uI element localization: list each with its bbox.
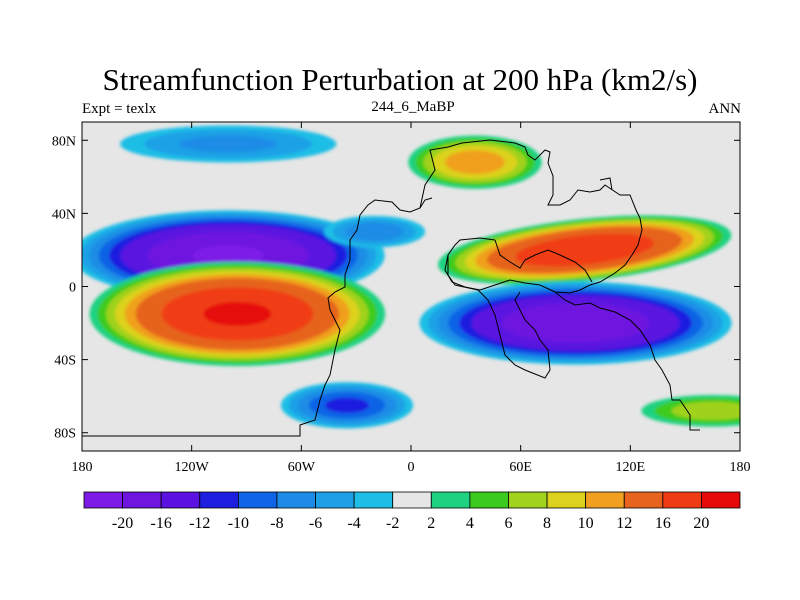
- colorbar-label: -8: [270, 515, 283, 532]
- x-tick-label: 180: [730, 460, 751, 475]
- coastline-layer: [82, 139, 700, 437]
- eurasia-coastline: [419, 139, 643, 294]
- contour-band: [445, 150, 505, 175]
- colorbar-label: 6: [504, 515, 512, 532]
- colorbar-label: 20: [693, 515, 709, 532]
- y-tick-label: 40N: [52, 207, 76, 222]
- india-coastline: [494, 239, 593, 283]
- colorbar-box: [315, 491, 355, 509]
- colorbar-box: [199, 491, 239, 509]
- colorbar-box: [546, 491, 587, 509]
- colorbar-box: [276, 491, 316, 509]
- colorbar-box: [83, 491, 123, 509]
- contour-band: [345, 222, 404, 241]
- colorbar-label: 8: [543, 515, 551, 532]
- colorbar-box: [353, 491, 394, 509]
- x-tick-label: 60E: [509, 460, 532, 475]
- colorbar-box: [662, 491, 702, 509]
- colorbar-box: [160, 491, 201, 509]
- colorbar-label: -6: [309, 515, 322, 532]
- negative-center-arctic: [120, 125, 337, 163]
- contour-band: [192, 245, 265, 266]
- x-tick-label: 120W: [175, 460, 210, 475]
- colorbar-box: [508, 491, 548, 509]
- contour-fill-layer: [82, 125, 740, 429]
- colorbar-label: 16: [655, 515, 671, 532]
- contour-band: [203, 301, 272, 326]
- colorbar-label: -4: [347, 515, 360, 532]
- x-tick-label: 0: [408, 460, 415, 475]
- colorbar-box: [701, 491, 741, 509]
- positive-center-south-pacific: [89, 261, 386, 367]
- case-label: 244_6_MaBP: [371, 99, 455, 115]
- colorbar-box: [122, 491, 162, 509]
- colorbar-label: -20: [112, 515, 133, 532]
- australia-coastline: [554, 291, 700, 431]
- positive-center-europe: [408, 135, 542, 189]
- y-tick-label: 40S: [54, 354, 76, 369]
- americas-coastline: [82, 197, 433, 437]
- contour-band: [324, 397, 370, 414]
- colorbar-box: [392, 491, 432, 509]
- colorbar-label: -12: [189, 515, 210, 532]
- colorbar-box: [237, 491, 278, 509]
- y-tick-label: 80S: [54, 427, 76, 442]
- chart-title: Streamfunction Perturbation at 200 hPa (…: [102, 62, 698, 97]
- colorbar-label: 12: [616, 515, 632, 532]
- x-axis: 180 120W 60W 0 60E 120E 180: [72, 122, 751, 475]
- y-axis: 80N 40N 0 40S 80S: [52, 134, 740, 442]
- negative-center-south-atlantic: [280, 382, 414, 429]
- x-tick-label: 180: [72, 460, 93, 475]
- experiment-label: Expt = texlx: [82, 101, 157, 117]
- colorbar-label: 10: [578, 515, 594, 532]
- positive-center-southern-ocean: [641, 394, 740, 427]
- greenland-coastline: [599, 177, 613, 191]
- colorbar-box: [585, 491, 625, 509]
- colorbar-box: [623, 491, 664, 509]
- africa-coastline: [447, 255, 551, 379]
- colorbar-label: -10: [228, 515, 249, 532]
- colorbar-box: [430, 491, 471, 509]
- x-tick-label: 60W: [288, 460, 316, 475]
- season-label: ANN: [708, 101, 742, 117]
- x-tick-label: 120E: [616, 460, 646, 475]
- colorbar-box: [469, 491, 509, 509]
- y-tick-label: 0: [69, 281, 76, 296]
- positive-center-asia: [438, 215, 732, 285]
- colorbar-label: -2: [386, 515, 399, 532]
- contour-band: [179, 135, 277, 153]
- contour-band: [671, 401, 740, 420]
- colorbar: -20 -16 -12 -10 -8 -6 -4 -2 2 4 6 8 10 12 16 20: [83, 491, 741, 532]
- colorbar-label: 2: [427, 515, 435, 532]
- negative-center-north-atlantic: [323, 215, 426, 248]
- colorbar-label: 4: [466, 515, 474, 532]
- colorbar-label: -16: [151, 515, 172, 532]
- contour-band: [515, 233, 654, 267]
- negative-center-indian-ocean: [419, 281, 732, 365]
- contour-band: [501, 303, 650, 343]
- y-tick-label: 80N: [52, 134, 76, 149]
